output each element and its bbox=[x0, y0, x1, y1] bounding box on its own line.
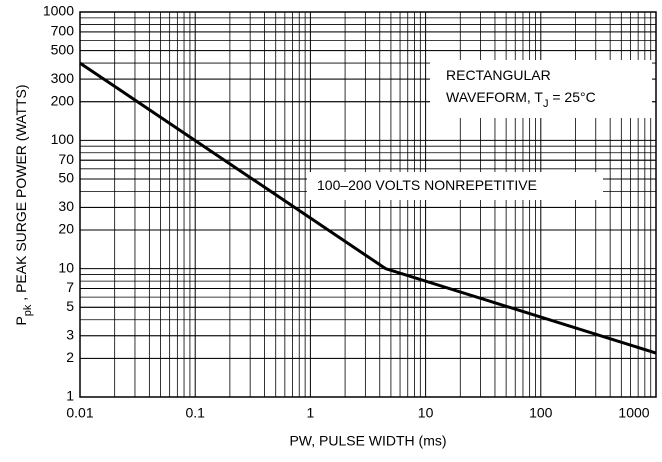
x-axis-label: PW, PULSE WIDTH (ms) bbox=[289, 433, 446, 449]
annotation-part: RECTANGULAR bbox=[446, 67, 551, 83]
annotation-sub: J bbox=[543, 98, 549, 110]
annotation-part: 100–200 VOLTS NONREPETITIVE bbox=[317, 177, 537, 193]
y-label-sub: pk bbox=[22, 304, 34, 316]
y-tick-label: 10 bbox=[58, 259, 74, 275]
annotation: WAVEFORM, TJ = 25°C bbox=[446, 89, 596, 110]
y-label-part: , PEAK SURGE POWER (WATTS) bbox=[13, 84, 29, 304]
y-tick-label: 1 bbox=[66, 388, 74, 404]
y-tick-label: 30 bbox=[58, 198, 74, 214]
y-tick-label: 5 bbox=[66, 298, 74, 314]
line-series bbox=[79, 61, 657, 355]
annotation-part: = 25°C bbox=[548, 89, 595, 105]
plot-frame bbox=[79, 11, 657, 398]
x-tick-label: 1 bbox=[307, 405, 315, 421]
y-tick-label: 3 bbox=[66, 326, 74, 342]
y-tick-label: 50 bbox=[58, 170, 74, 186]
y-tick-label: 2 bbox=[66, 349, 74, 365]
annotation-box bbox=[430, 60, 652, 118]
y-axis-label: Ppk , PEAK SURGE POWER (WATTS) bbox=[13, 84, 34, 325]
x-tick-label: 1000 bbox=[618, 405, 649, 421]
y-tick-label: 700 bbox=[51, 23, 75, 39]
annotation-part: WAVEFORM, T bbox=[446, 89, 543, 105]
y-tick-label: 7 bbox=[66, 279, 74, 295]
y-tick-label: 300 bbox=[51, 70, 75, 86]
annotation: RECTANGULAR bbox=[446, 67, 551, 83]
y-tick-label: 70 bbox=[58, 151, 74, 167]
y-tick-label: 500 bbox=[51, 41, 75, 57]
y-tick-label: 200 bbox=[51, 92, 75, 108]
annotation: 100–200 VOLTS NONREPETITIVE bbox=[317, 177, 537, 193]
x-tick-label: 100 bbox=[529, 405, 553, 421]
x-tick-label: 0.01 bbox=[66, 405, 93, 421]
annotation-box bbox=[307, 172, 603, 200]
x-tick-label: 10 bbox=[418, 405, 434, 421]
y-label-part: P bbox=[13, 316, 29, 325]
y-tick-label: 20 bbox=[58, 221, 74, 237]
y-tick-label: 1000 bbox=[43, 3, 74, 19]
y-tick-label: 100 bbox=[51, 131, 75, 147]
x-tick-label: 0.1 bbox=[185, 405, 205, 421]
